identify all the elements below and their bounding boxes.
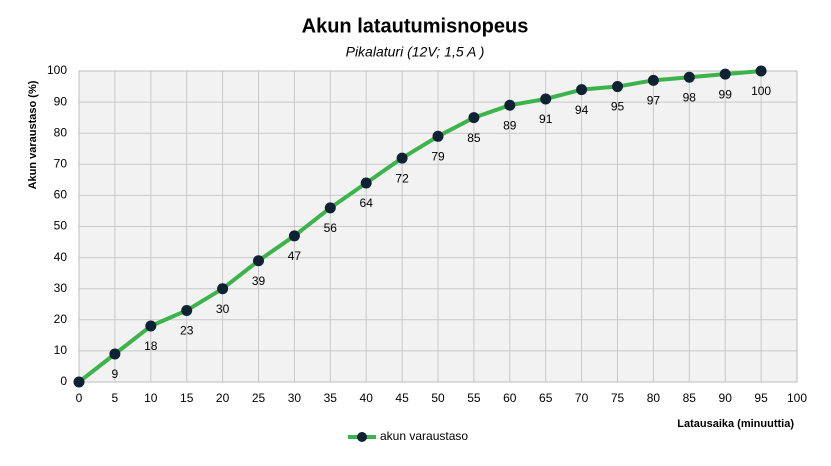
x-tick-label: 50	[431, 391, 445, 405]
x-tick-label: 15	[180, 391, 194, 405]
x-tick-label: 55	[467, 391, 481, 405]
y-tick-label: 0	[60, 374, 67, 388]
data-label: 56	[324, 221, 338, 235]
y-axis-title: Akun varaustaso (%)	[27, 80, 39, 189]
x-tick-label: 100	[787, 391, 807, 405]
y-tick-label: 70	[54, 156, 68, 170]
data-label: 64	[360, 196, 374, 210]
data-point	[217, 283, 229, 295]
x-tick-label: 45	[395, 391, 409, 405]
data-point	[647, 74, 659, 86]
chart-subtitle: Pikalaturi (12V; 1,5 A )	[346, 44, 485, 60]
data-point	[432, 130, 444, 142]
data-point	[540, 93, 552, 105]
y-tick-label: 20	[54, 312, 68, 326]
chart-title: Akun latautumisnopeus	[302, 15, 529, 37]
y-tick-label: 60	[54, 188, 68, 202]
data-label: 23	[180, 324, 194, 338]
data-line	[77, 69, 762, 384]
x-tick-label: 10	[144, 391, 158, 405]
data-point	[145, 320, 157, 332]
data-label: 100	[751, 84, 771, 98]
data-point	[612, 81, 623, 93]
x-tick-label: 95	[754, 391, 768, 405]
x-tick-label: 35	[324, 391, 338, 405]
data-label: 79	[431, 149, 445, 163]
x-tick-label: 60	[503, 391, 517, 405]
x-tick-label: 30	[288, 391, 302, 405]
y-tick-label: 80	[54, 125, 68, 139]
data-label: 18	[144, 339, 158, 353]
data-point	[576, 84, 588, 96]
y-tick-label: 30	[54, 281, 68, 295]
data-point	[324, 202, 336, 214]
x-tick-label: 80	[647, 391, 661, 405]
data-point	[396, 152, 408, 164]
plot-border	[78, 70, 798, 383]
data-label: 47	[288, 249, 302, 263]
data-point	[719, 68, 731, 80]
y-tick-label: 100	[47, 63, 67, 77]
x-tick-label: 65	[539, 391, 553, 405]
data-label: 91	[539, 112, 553, 126]
x-tick-label: 70	[575, 391, 589, 405]
data-label: 39	[252, 274, 266, 288]
data-point	[755, 65, 767, 77]
x-tick-label: 0	[76, 391, 83, 405]
data-point	[253, 255, 264, 267]
y-tick-label: 90	[54, 94, 68, 108]
data-point	[181, 304, 193, 316]
data-point	[468, 112, 480, 124]
data-point	[360, 177, 372, 189]
x-tick-label: 20	[216, 391, 230, 405]
data-point	[288, 230, 300, 242]
data-label: 89	[503, 118, 517, 132]
data-point	[109, 348, 121, 360]
data-label: 99	[719, 87, 733, 101]
legend-marker	[357, 432, 367, 442]
x-axis-title: Latausaika (minuuttia)	[677, 418, 794, 430]
x-tick-label: 40	[360, 391, 374, 405]
x-tick-label: 85	[683, 391, 697, 405]
legend-label: akun varaustaso	[380, 429, 468, 443]
x-tick-label: 5	[112, 391, 119, 405]
data-label: 85	[467, 131, 481, 145]
data-label: 97	[647, 94, 661, 108]
x-tick-label: 75	[611, 391, 625, 405]
x-tick-label: 25	[252, 391, 266, 405]
x-tick-label: 90	[719, 391, 733, 405]
data-label: 98	[683, 90, 697, 104]
data-label: 95	[611, 100, 625, 114]
data-label: 72	[395, 171, 409, 185]
data-label: 94	[575, 103, 589, 117]
y-tick-label: 50	[54, 219, 68, 233]
y-tick-label: 40	[54, 250, 68, 264]
data-point	[73, 376, 85, 388]
data-point	[683, 71, 695, 83]
y-tick-label: 10	[54, 343, 68, 357]
data-label: 9	[112, 367, 119, 381]
data-point	[504, 99, 516, 111]
data-label: 30	[216, 302, 230, 316]
